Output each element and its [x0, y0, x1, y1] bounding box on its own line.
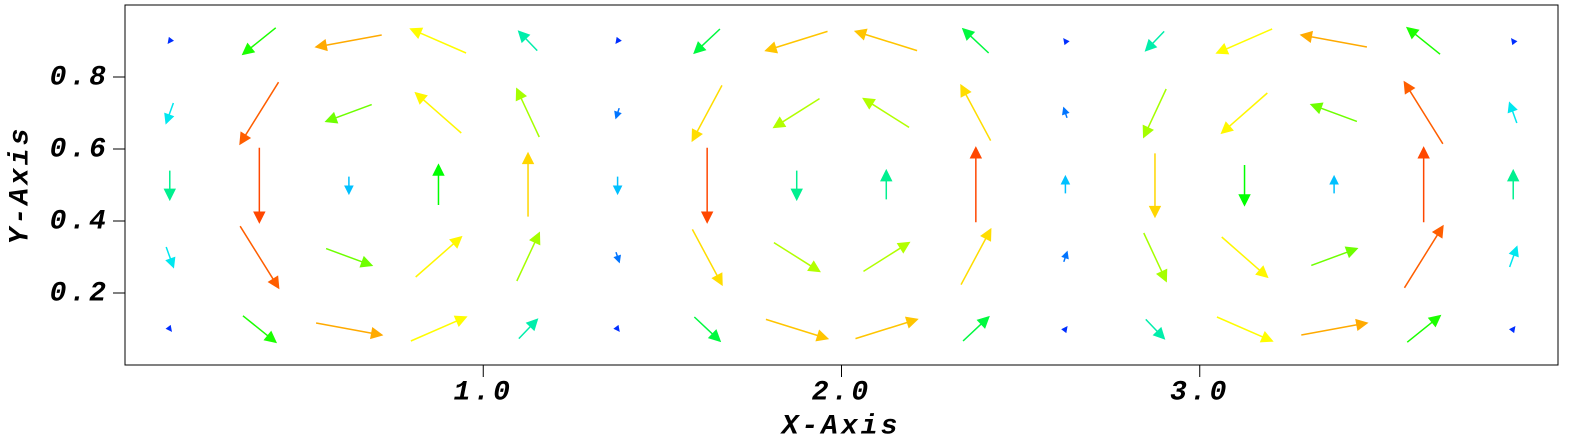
vector-arrow	[253, 147, 266, 224]
y-tick-label: 0.6	[50, 134, 109, 165]
vector-arrow	[164, 102, 175, 125]
vector-arrow	[515, 87, 540, 138]
y-axis-label: Y-Axis	[5, 126, 36, 245]
vector-arrow	[1238, 165, 1251, 207]
vector-arrow	[1061, 250, 1069, 263]
vector-arrow	[516, 231, 541, 282]
vector-arrow	[1403, 224, 1444, 289]
vector-arrow	[167, 36, 175, 44]
vector-arrow	[1508, 326, 1516, 334]
plot-frame	[124, 4, 1559, 366]
vector-arrow	[1060, 174, 1071, 194]
vector-arrow	[1301, 318, 1369, 336]
vector-arrow	[855, 316, 919, 340]
vector-arrow	[960, 83, 992, 141]
vector-arrow	[614, 107, 622, 120]
vector-arrow	[700, 147, 714, 224]
vector-arrow	[344, 176, 354, 196]
vector-arrow	[1142, 88, 1167, 139]
x-tick-label: 2.0	[812, 377, 871, 408]
vector-arrow	[765, 318, 830, 342]
vector-arrow	[165, 246, 176, 269]
vector-arrow	[613, 251, 621, 264]
vector-arrow	[1406, 314, 1442, 343]
vector-arrow	[773, 241, 821, 273]
vector-arrow	[1511, 38, 1518, 46]
vector-arrow	[1061, 326, 1068, 334]
vector-arrow	[962, 315, 990, 342]
vector-arrow	[691, 229, 723, 287]
vector-arrow	[1215, 28, 1273, 55]
vector-arrow	[517, 30, 538, 52]
vector-arrow	[1216, 316, 1274, 343]
vector-arrow	[409, 27, 467, 54]
vector-arrow	[1405, 26, 1441, 55]
vector-arrow	[521, 151, 535, 217]
vector-arrow	[325, 247, 374, 268]
vector-arrow	[880, 168, 893, 200]
vector-arrow	[1329, 174, 1339, 194]
vector-arrow	[1507, 101, 1518, 124]
vector-arrow	[324, 103, 372, 124]
vector-arrow	[1507, 168, 1520, 200]
vector-arrow	[518, 318, 539, 340]
vector-arrow	[772, 97, 820, 129]
vector-arrow	[790, 170, 803, 202]
vector-arrow	[612, 176, 623, 196]
x-axis-label: X-Axis	[780, 411, 901, 442]
y-tick-label: 0.2	[50, 278, 109, 309]
vector-arrow	[863, 241, 911, 273]
vector-arrow	[241, 27, 277, 56]
vector-arrow	[693, 316, 722, 343]
vector-arrow	[1143, 232, 1168, 283]
vector-arrow	[1417, 146, 1430, 223]
vector-arrow	[1144, 30, 1165, 52]
vector-arrow	[410, 315, 468, 342]
vector-arrow	[1299, 30, 1368, 48]
vector-arrow	[691, 85, 723, 143]
x-tick-label: 3.0	[1170, 377, 1229, 408]
vector-arrow	[415, 235, 463, 278]
vector-arrow	[764, 30, 828, 54]
vector-arrow	[1145, 318, 1166, 340]
vector-arrow	[961, 27, 990, 54]
y-tick-label: 0.8	[50, 62, 109, 93]
vector-arrow	[693, 28, 721, 55]
vector-arrow	[1403, 80, 1444, 145]
vector-arrow	[853, 28, 918, 52]
vector-arrow	[163, 170, 176, 202]
y-tick-label: 0.4	[50, 206, 109, 237]
vector-arrow	[862, 97, 910, 129]
vector-arrow	[969, 146, 983, 223]
x-tick-label: 1.0	[454, 377, 513, 408]
vector-arrow	[1220, 92, 1268, 135]
vector-arrow	[432, 163, 445, 205]
vector-arrow	[1309, 102, 1358, 123]
vector-arrow	[239, 81, 280, 146]
vector-arrow	[1063, 38, 1070, 46]
vector-arrow	[239, 225, 280, 290]
vector-arrow	[615, 36, 622, 44]
vector-arrow	[1508, 245, 1519, 268]
vector-arrow	[1062, 106, 1070, 119]
vector-arrow	[165, 324, 172, 332]
vector-arrow	[315, 322, 384, 340]
vector-arrow	[1311, 246, 1359, 267]
vector-arrow	[1221, 236, 1269, 279]
vector-arrow	[1148, 153, 1162, 219]
vector-arrow	[314, 34, 382, 52]
vector-arrow	[960, 227, 992, 285]
vector-arrow	[242, 315, 278, 344]
vector-arrow	[613, 324, 620, 332]
vector-arrow	[414, 91, 462, 134]
